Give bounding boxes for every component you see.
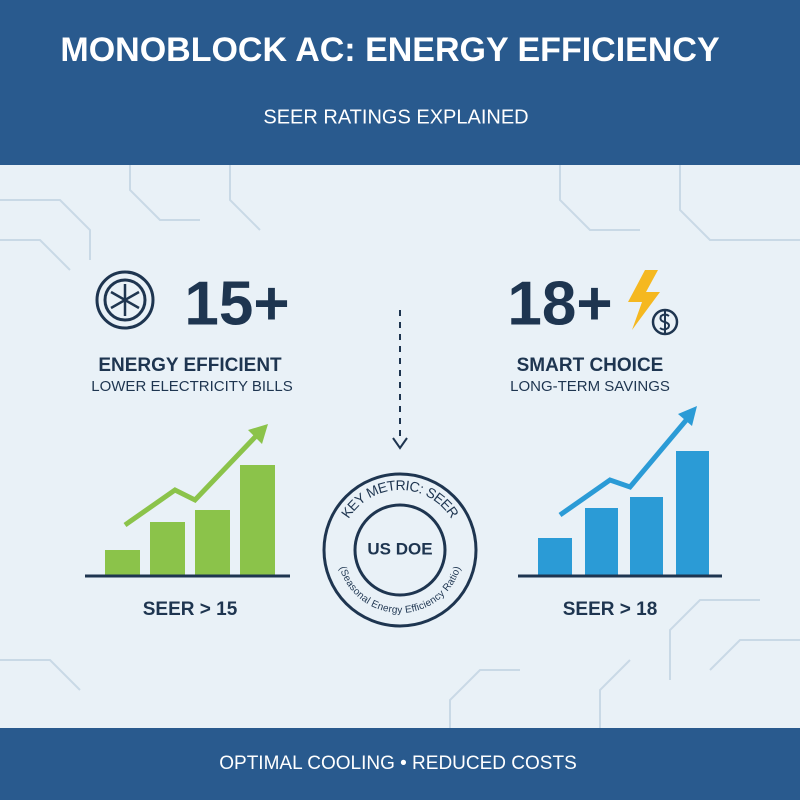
circuit-decoration xyxy=(0,165,800,728)
left-trend-arrow xyxy=(123,432,260,528)
stamp-outer xyxy=(322,472,478,628)
right-bar-icon xyxy=(538,451,709,575)
stamp-center: US DOE xyxy=(367,539,432,558)
stamp-inner xyxy=(353,503,447,597)
left-value: 15+ xyxy=(184,269,289,338)
subtitle: SEER RATINGS EXPLAINED xyxy=(263,106,528,128)
header-band xyxy=(0,0,800,165)
footer-text: OPTIMAL COOLING • REDUCED COSTS xyxy=(219,753,577,774)
dollar-sign xyxy=(659,311,670,333)
left-arrowhead xyxy=(248,424,268,444)
left-caption: SEER > 15 xyxy=(143,599,238,620)
right-subheading: LONG-TERM SAVINGS xyxy=(510,378,670,395)
right-caption: SEER > 18 xyxy=(563,599,658,620)
right-arrowhead xyxy=(678,406,697,426)
gear-icon xyxy=(95,270,155,330)
right-trend-arrow xyxy=(558,416,690,518)
lightning-icon xyxy=(628,270,660,330)
left-bar-icon xyxy=(105,465,275,575)
right-heading: SMART CHOICE xyxy=(517,355,664,376)
footer-band xyxy=(0,728,800,800)
pointer-arrowhead xyxy=(392,437,408,450)
right-value: 18+ xyxy=(507,269,612,338)
dollar-icon xyxy=(651,308,679,336)
title: MONOBLOCK AC: ENERGY EFFICIENCY xyxy=(60,31,720,69)
left-subheading: LOWER ELECTRICITY BILLS xyxy=(91,378,292,395)
left-heading: ENERGY EFFICIENT xyxy=(98,355,282,376)
